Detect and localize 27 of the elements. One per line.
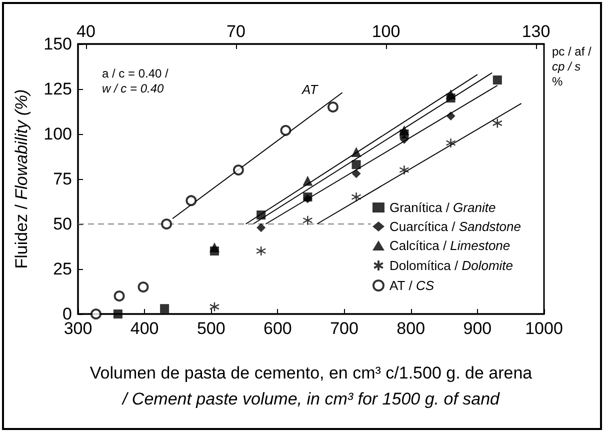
y-tick-label: 150 [44, 34, 72, 54]
legend-label: AT / CS [389, 278, 434, 293]
y-tick-label: 100 [44, 124, 72, 144]
x-tick-label: 900 [463, 319, 492, 338]
legend-label: Granítica / Granite [389, 200, 496, 215]
x-tick-label: 800 [396, 319, 426, 338]
x2-tick-label: 130 [522, 22, 550, 41]
x2-tick-label: 40 [76, 22, 96, 41]
x-tick-label: 600 [264, 319, 292, 338]
y-tick-label: 25 [53, 260, 72, 278]
legend-label: Calcítica / Limestone [389, 238, 510, 253]
y-tick-label: 75 [53, 170, 72, 188]
x-axis-title: Volumen de pasta de cemento, en cm³ c/1.500 g. de arena / Cement paste volume, in cm³ for 1500 g. of sand [90, 364, 533, 408]
y-tick-label: 50 [53, 214, 72, 234]
x-tick-label: 400 [130, 319, 159, 338]
x2-tick-label: 70 [226, 22, 246, 41]
y-axis-title: Fluidez / Flowability (%) [12, 89, 31, 269]
annotation: AT [301, 82, 319, 97]
x-tick-label: 700 [330, 319, 358, 338]
x-tick-label: 500 [196, 319, 226, 338]
y-tick-label: 125 [44, 80, 72, 98]
legend-label: Cuarcítica / Sandstone [389, 219, 522, 234]
x-tick-label: 1000 [525, 319, 563, 338]
legend-label: Dolomítica / Dolomite [389, 258, 514, 273]
x2-axis-title: pc / af / cp / s % [552, 44, 592, 88]
x2-tick-label: 100 [372, 22, 400, 41]
annotation: a / c = 0.40 / w / c = 0.40 [102, 66, 170, 96]
